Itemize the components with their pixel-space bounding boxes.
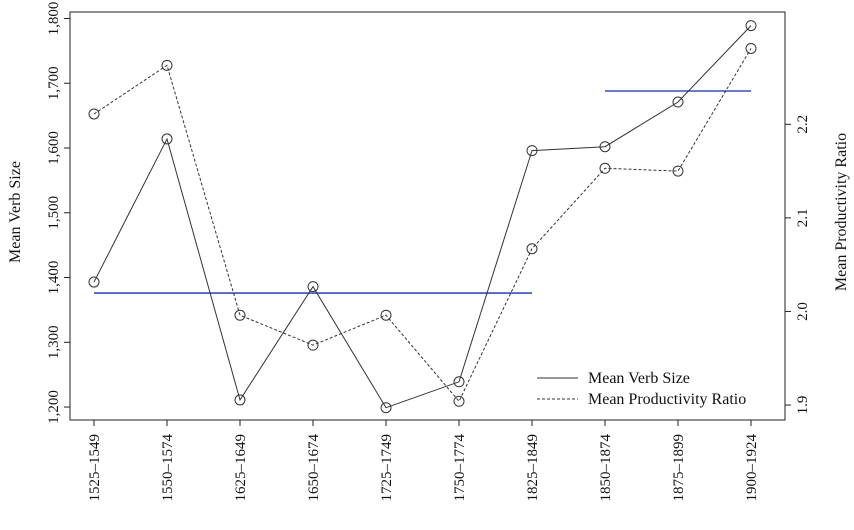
left-tick-label: 1,200 [46, 390, 62, 424]
marker-mean-productivity-ratio [380, 309, 392, 321]
right-axis-title: Mean Productivity Ratio [833, 133, 850, 291]
right-axis: 1.9 2.0 2.1 2.2 [785, 115, 811, 414]
right-tick-label: 2.2 [795, 115, 811, 134]
marker-mean-productivity-ratio [672, 165, 684, 177]
marker-mean-productivity-ratio [307, 339, 319, 351]
legend-label-mean-productivity-ratio: Mean Productivity Ratio [588, 391, 746, 408]
x-axis: 1525–1549 1550–1574 1625–1649 1650–1674 1725… [87, 420, 760, 502]
marker-mean-verb-size [307, 281, 319, 293]
x-tick-label: 1625–1649 [233, 434, 249, 502]
marker-mean-verb-size [88, 276, 100, 288]
plot-frame [69, 11, 786, 421]
marker-mean-verb-size [453, 376, 465, 388]
x-tick-label: 1550–1574 [160, 434, 176, 502]
x-tick-label: 1850–1874 [598, 434, 614, 502]
x-tick-label: 1900–1924 [744, 434, 760, 502]
marker-mean-verb-size [526, 145, 538, 157]
marker-mean-productivity-ratio [453, 395, 465, 407]
right-tick-label: 2.1 [795, 208, 811, 227]
left-tick-label: 1,600 [46, 131, 62, 165]
plot-border [69, 11, 786, 421]
right-tick-label: 1.9 [795, 396, 811, 415]
marker-mean-productivity-ratio [161, 59, 173, 71]
marker-mean-productivity-ratio [745, 42, 757, 54]
left-axis-title: Mean Verb Size [7, 161, 24, 263]
x-tick-label: 1725–1749 [379, 434, 395, 502]
left-axis: 1,200 1,300 1,400 1,500 1,600 1,700 1,800 [46, 2, 70, 424]
left-tick-label: 1,400 [46, 261, 62, 295]
series-line-mean-productivity-ratio [93, 48, 752, 403]
series-line-mean-verb-size [93, 25, 752, 409]
marker-mean-verb-size [161, 133, 173, 145]
marker-mean-productivity-ratio [234, 309, 246, 321]
left-tick-label: 1,500 [46, 196, 62, 230]
marker-mean-productivity-ratio [526, 243, 538, 255]
x-tick-label: 1650–1674 [306, 434, 322, 502]
right-tick-label: 2.0 [795, 302, 811, 321]
x-tick-label: 1825–1849 [525, 434, 541, 502]
legend: Mean Verb Size Mean Productivity Ratio [537, 370, 746, 408]
marker-mean-productivity-ratio [88, 108, 100, 120]
left-tick-label: 1,800 [46, 2, 62, 36]
marker-mean-productivity-ratio [599, 162, 611, 174]
x-tick-label: 1875–1899 [671, 434, 687, 502]
legend-label-mean-verb-size: Mean Verb Size [588, 370, 690, 387]
marker-mean-verb-size [745, 20, 757, 32]
marker-mean-verb-size [672, 96, 684, 108]
marker-mean-verb-size [380, 402, 392, 414]
x-tick-label: 1750–1774 [452, 434, 468, 502]
marker-mean-verb-size [599, 141, 611, 153]
x-tick-label: 1525–1549 [87, 434, 103, 502]
reference-lines [94, 90, 751, 294]
marker-mean-verb-size [234, 394, 246, 406]
left-tick-label: 1,700 [46, 66, 62, 100]
series-group [88, 20, 757, 414]
left-tick-label: 1,300 [46, 325, 62, 359]
